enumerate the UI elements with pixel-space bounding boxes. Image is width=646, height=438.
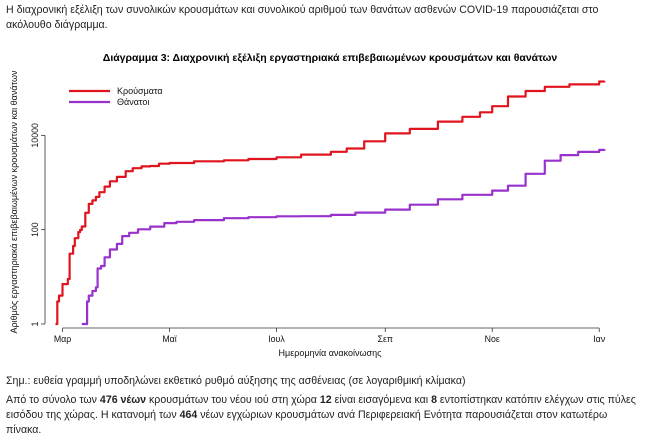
x-axis: Μαρ Μαϊ Ιουλ Σεπ Νοε Ιαν (54, 327, 606, 344)
outro-bold-domestic: 464 (179, 409, 198, 421)
outro-text-3: είναι εισαγόμενα και (331, 394, 432, 406)
x-tick-label: Ιουλ (268, 334, 285, 344)
chart-svg: Διάγραμμα 3: Διαχρονική εξέλιξη εργαστηρ… (9, 52, 606, 358)
y-tick-label: 10000 (30, 123, 40, 148)
outro-paragraph: Από το σύνολο των 476 νέων κρουσμάτων το… (6, 393, 636, 438)
x-axis-label: Ημερομηνία ανακοίνωσης (279, 348, 383, 358)
y-tick-label: 100 (30, 222, 40, 237)
chart: Διάγραμμα 3: Διαχρονική εξέλιξη εργαστηρ… (0, 44, 646, 366)
x-tick-label: Μαϊ (162, 334, 177, 344)
legend-label-cases: Κρούσματα (117, 86, 163, 96)
x-tick-label: Ιαν (593, 334, 606, 344)
outro-text-1: Από το σύνολο των (6, 394, 100, 406)
y-axis: 1 100 10000 (30, 123, 46, 326)
x-tick-label: Μαρ (54, 334, 71, 344)
y-tick-label: 1 (30, 321, 40, 326)
x-tick-label: Σεπ (378, 334, 393, 344)
series-lines (55, 80, 606, 326)
outro-text-2: κρουσμάτων του νέου ιού στη χώρα (146, 394, 320, 406)
outro-text-4: εντοπίστηκαν κατόπιν ελέγχων στις πύλες … (6, 394, 636, 421)
legend-label-deaths: Θάνατοι (117, 97, 149, 107)
series-line-deaths (81, 148, 606, 326)
y-axis-label: Αριθμός εργαστηριακά επιβεβαιωμένων κρου… (9, 70, 19, 333)
outro-bold-entry-points: 8 (431, 394, 437, 406)
outro-bold-new-cases: 476 νέων (99, 394, 147, 406)
intro-paragraph: Η διαχρονική εξέλιξη των συνολικών κρουσ… (6, 4, 599, 31)
outro-bold-imported: 12 (319, 394, 332, 406)
chart-title: Διάγραμμα 3: Διαχρονική εξέλιξη εργαστηρ… (103, 52, 558, 64)
note-paragraph: Σημ.: ευθεία γραμμή υποδηλώνει εκθετικό … (6, 375, 466, 387)
x-tick-label: Νοε (485, 334, 500, 344)
series-line-cases (55, 80, 606, 326)
